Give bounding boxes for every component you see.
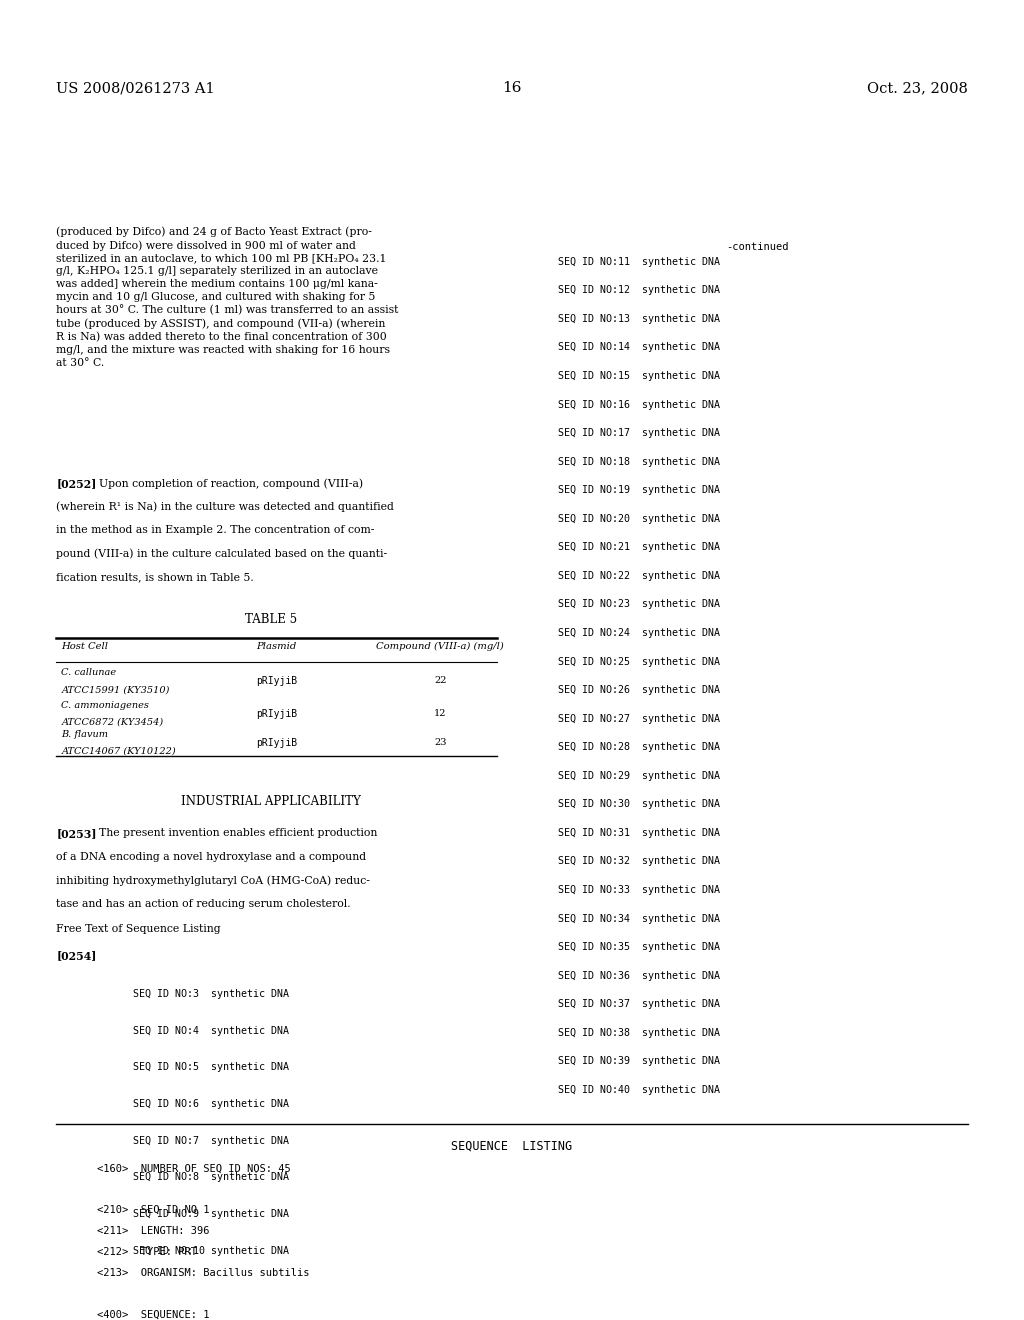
- Text: ATCC6872 (KY3454): ATCC6872 (KY3454): [61, 718, 164, 727]
- Text: SEQ ID NO:24  synthetic DNA: SEQ ID NO:24 synthetic DNA: [558, 628, 720, 638]
- Text: (wherein R¹ is Na) in the culture was detected and quantified: (wherein R¹ is Na) in the culture was de…: [56, 502, 394, 512]
- Text: Host Cell: Host Cell: [61, 642, 109, 651]
- Text: 12: 12: [434, 709, 446, 718]
- Text: US 2008/0261273 A1: US 2008/0261273 A1: [56, 82, 215, 95]
- Text: SEQ ID NO:15  synthetic DNA: SEQ ID NO:15 synthetic DNA: [558, 371, 720, 381]
- Text: of a DNA encoding a novel hydroxylase and a compound: of a DNA encoding a novel hydroxylase an…: [56, 851, 367, 862]
- Text: Plasmid: Plasmid: [256, 642, 297, 651]
- Text: [0252]: [0252]: [56, 478, 96, 490]
- Text: pRIyjiB: pRIyjiB: [256, 676, 297, 686]
- Text: in the method as in Example 2. The concentration of com-: in the method as in Example 2. The conce…: [56, 525, 375, 536]
- Text: SEQ ID NO:3  synthetic DNA: SEQ ID NO:3 synthetic DNA: [133, 989, 289, 999]
- Text: pRIyjiB: pRIyjiB: [256, 709, 297, 718]
- Text: SEQ ID NO:11  synthetic DNA: SEQ ID NO:11 synthetic DNA: [558, 257, 720, 267]
- Text: <212>  TYPE: PRT: <212> TYPE: PRT: [97, 1247, 198, 1257]
- Text: SEQ ID NO:33  synthetic DNA: SEQ ID NO:33 synthetic DNA: [558, 884, 720, 895]
- Text: SEQ ID NO:20  synthetic DNA: SEQ ID NO:20 synthetic DNA: [558, 513, 720, 524]
- Text: <211>  LENGTH: 396: <211> LENGTH: 396: [97, 1226, 210, 1236]
- Text: SEQ ID NO:5  synthetic DNA: SEQ ID NO:5 synthetic DNA: [133, 1063, 289, 1072]
- Text: SEQ ID NO:6  synthetic DNA: SEQ ID NO:6 synthetic DNA: [133, 1100, 289, 1109]
- Text: SEQ ID NO:4  synthetic DNA: SEQ ID NO:4 synthetic DNA: [133, 1026, 289, 1036]
- Text: SEQ ID NO:27  synthetic DNA: SEQ ID NO:27 synthetic DNA: [558, 714, 720, 723]
- Text: SEQ ID NO:21  synthetic DNA: SEQ ID NO:21 synthetic DNA: [558, 543, 720, 552]
- Text: Free Text of Sequence Listing: Free Text of Sequence Listing: [56, 924, 221, 933]
- Text: tase and has an action of reducing serum cholesterol.: tase and has an action of reducing serum…: [56, 899, 351, 908]
- Text: [0253]: [0253]: [56, 828, 97, 840]
- Text: Oct. 23, 2008: Oct. 23, 2008: [866, 82, 968, 95]
- Text: pRIyjiB: pRIyjiB: [256, 738, 297, 747]
- Text: SEQ ID NO:40  synthetic DNA: SEQ ID NO:40 synthetic DNA: [558, 1085, 720, 1096]
- Text: SEQ ID NO:30  synthetic DNA: SEQ ID NO:30 synthetic DNA: [558, 800, 720, 809]
- Text: C. ammoniagenes: C. ammoniagenes: [61, 701, 150, 710]
- Text: SEQ ID NO:17  synthetic DNA: SEQ ID NO:17 synthetic DNA: [558, 428, 720, 438]
- Text: SEQ ID NO:10 synthetic DNA: SEQ ID NO:10 synthetic DNA: [133, 1246, 289, 1255]
- Text: SEQ ID NO:8  synthetic DNA: SEQ ID NO:8 synthetic DNA: [133, 1172, 289, 1183]
- Text: pound (VIII-a) in the culture calculated based on the quanti-: pound (VIII-a) in the culture calculated…: [56, 549, 387, 560]
- Text: 23: 23: [434, 738, 446, 747]
- Text: <400>  SEQUENCE: 1: <400> SEQUENCE: 1: [97, 1309, 210, 1320]
- Text: SEQ ID NO:18  synthetic DNA: SEQ ID NO:18 synthetic DNA: [558, 457, 720, 467]
- Text: SEQ ID NO:39  synthetic DNA: SEQ ID NO:39 synthetic DNA: [558, 1056, 720, 1067]
- Text: SEQ ID NO:14  synthetic DNA: SEQ ID NO:14 synthetic DNA: [558, 342, 720, 352]
- Text: B. flavum: B. flavum: [61, 730, 109, 739]
- Text: ATCC15991 (KY3510): ATCC15991 (KY3510): [61, 685, 170, 694]
- Text: SEQ ID NO:19  synthetic DNA: SEQ ID NO:19 synthetic DNA: [558, 486, 720, 495]
- Text: [0254]: [0254]: [56, 950, 96, 961]
- Text: SEQ ID NO:13  synthetic DNA: SEQ ID NO:13 synthetic DNA: [558, 314, 720, 323]
- Text: fication results, is shown in Table 5.: fication results, is shown in Table 5.: [56, 573, 254, 582]
- Text: 16: 16: [502, 82, 522, 95]
- Text: -continued: -continued: [726, 243, 790, 252]
- Text: SEQ ID NO:34  synthetic DNA: SEQ ID NO:34 synthetic DNA: [558, 913, 720, 924]
- Text: <160>  NUMBER OF SEQ ID NOS: 45: <160> NUMBER OF SEQ ID NOS: 45: [97, 1163, 291, 1173]
- Text: SEQ ID NO:28  synthetic DNA: SEQ ID NO:28 synthetic DNA: [558, 742, 720, 752]
- Text: SEQ ID NO:25  synthetic DNA: SEQ ID NO:25 synthetic DNA: [558, 656, 720, 667]
- Text: SEQ ID NO:37  synthetic DNA: SEQ ID NO:37 synthetic DNA: [558, 999, 720, 1010]
- Text: SEQ ID NO:12  synthetic DNA: SEQ ID NO:12 synthetic DNA: [558, 285, 720, 296]
- Text: SEQ ID NO:35  synthetic DNA: SEQ ID NO:35 synthetic DNA: [558, 942, 720, 952]
- Text: <210>  SEQ ID NO 1: <210> SEQ ID NO 1: [97, 1205, 210, 1216]
- Text: inhibiting hydroxymethylglutaryl CoA (HMG-CoA) reduc-: inhibiting hydroxymethylglutaryl CoA (HM…: [56, 875, 371, 886]
- Text: SEQ ID NO:23  synthetic DNA: SEQ ID NO:23 synthetic DNA: [558, 599, 720, 610]
- Text: Compound (VIII-a) (mg/l): Compound (VIII-a) (mg/l): [377, 642, 504, 651]
- Text: SEQ ID NO:16  synthetic DNA: SEQ ID NO:16 synthetic DNA: [558, 400, 720, 409]
- Text: INDUSTRIAL APPLICABILITY: INDUSTRIAL APPLICABILITY: [181, 795, 361, 808]
- Text: The present invention enables efficient production: The present invention enables efficient …: [99, 828, 378, 838]
- Text: (produced by Difco) and 24 g of Bacto Yeast Extract (pro-
duced by Difco) were d: (produced by Difco) and 24 g of Bacto Ye…: [56, 227, 398, 368]
- Text: Upon completion of reaction, compound (VIII-a): Upon completion of reaction, compound (V…: [99, 478, 364, 488]
- Text: SEQ ID NO:7  synthetic DNA: SEQ ID NO:7 synthetic DNA: [133, 1135, 289, 1146]
- Text: SEQ ID NO:32  synthetic DNA: SEQ ID NO:32 synthetic DNA: [558, 857, 720, 866]
- Text: SEQ ID NO:26  synthetic DNA: SEQ ID NO:26 synthetic DNA: [558, 685, 720, 696]
- Text: <213>  ORGANISM: Bacillus subtilis: <213> ORGANISM: Bacillus subtilis: [97, 1269, 310, 1278]
- Text: C. callunae: C. callunae: [61, 668, 117, 677]
- Text: SEQUENCE  LISTING: SEQUENCE LISTING: [452, 1139, 572, 1152]
- Text: SEQ ID NO:31  synthetic DNA: SEQ ID NO:31 synthetic DNA: [558, 828, 720, 838]
- Text: SEQ ID NO:22  synthetic DNA: SEQ ID NO:22 synthetic DNA: [558, 570, 720, 581]
- Text: SEQ ID NO:29  synthetic DNA: SEQ ID NO:29 synthetic DNA: [558, 771, 720, 781]
- Text: SEQ ID NO:36  synthetic DNA: SEQ ID NO:36 synthetic DNA: [558, 970, 720, 981]
- Text: 22: 22: [434, 676, 446, 685]
- Text: SEQ ID NO:9  synthetic DNA: SEQ ID NO:9 synthetic DNA: [133, 1209, 289, 1220]
- Text: TABLE 5: TABLE 5: [246, 612, 297, 626]
- Text: SEQ ID NO:38  synthetic DNA: SEQ ID NO:38 synthetic DNA: [558, 1028, 720, 1038]
- Text: ATCC14067 (KY10122): ATCC14067 (KY10122): [61, 747, 176, 755]
